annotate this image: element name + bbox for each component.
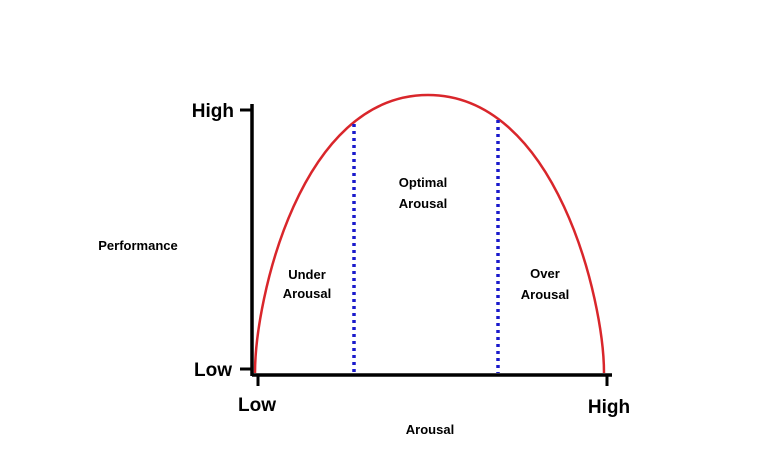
over-arousal-label-line2: Arousal	[521, 287, 569, 302]
under-arousal-label-line1: Under	[288, 267, 326, 282]
x-axis-title: Arousal	[406, 422, 454, 437]
under-arousal-label-line2: Arousal	[283, 286, 331, 301]
optimal-arousal-label-line1: Optimal	[399, 175, 447, 190]
x-tick-high-label: High	[588, 397, 630, 418]
over-arousal-label-line1: Over	[530, 266, 560, 281]
optimal-arousal-label-line2: Arousal	[399, 196, 447, 211]
x-tick-low-label: Low	[238, 395, 276, 416]
y-tick-high-label: High	[192, 101, 234, 122]
performance-curve	[253, 93, 606, 374]
y-axis-title: Performance	[98, 238, 177, 253]
y-tick-low-label: Low	[194, 360, 232, 381]
